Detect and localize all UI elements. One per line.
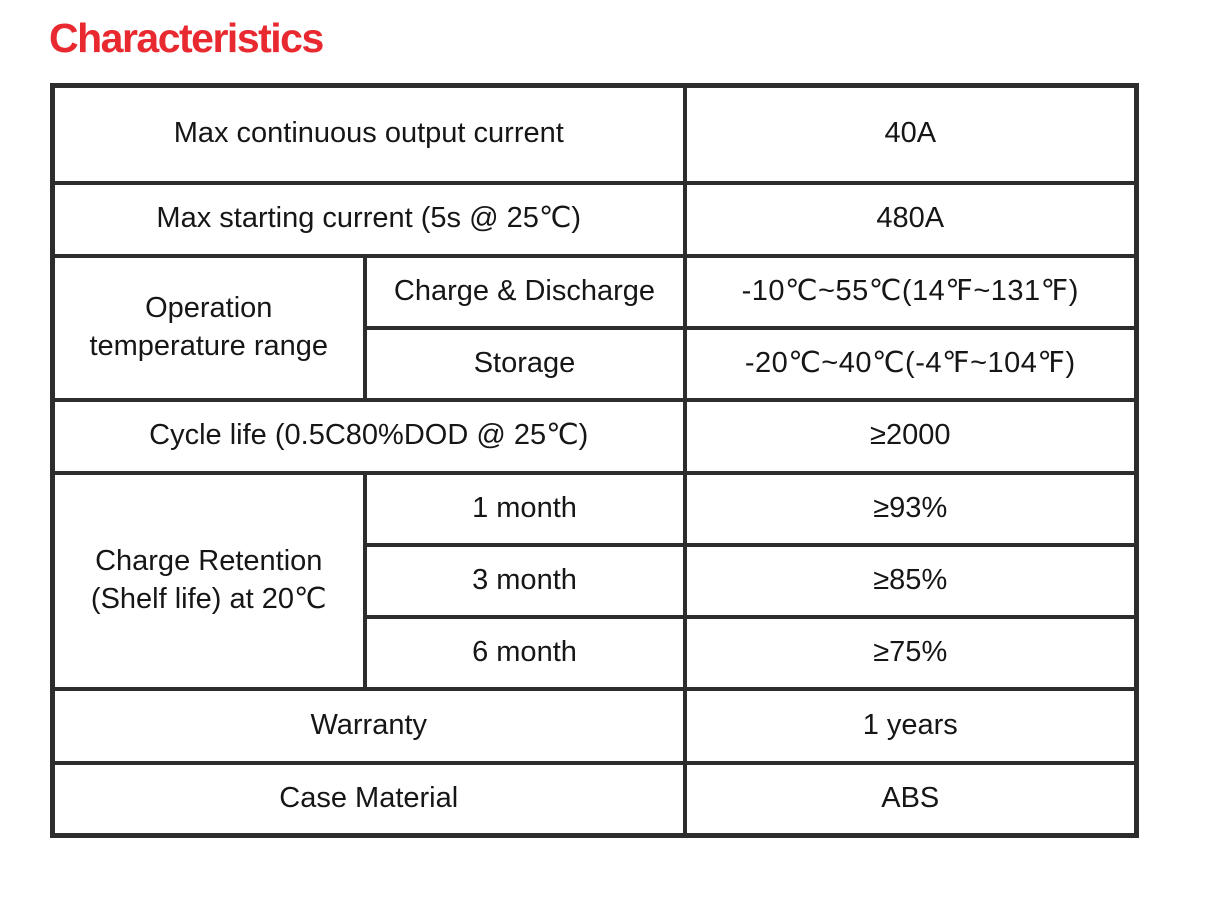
value-1-month: ≥93%: [682, 470, 1139, 547]
table-row: Operation temperature range Charge & Dis…: [50, 253, 1139, 402]
label-charge-retention: Charge Retention (Shelf life) at 20℃: [50, 470, 367, 691]
label-case-material: Case Material: [50, 760, 687, 838]
label-cycle-life: Cycle life (0.5C80%DOD @ 25℃): [50, 397, 687, 475]
value-6-month: ≥75%: [682, 614, 1139, 691]
value-3-month: ≥85%: [682, 542, 1139, 619]
value-storage-temp: -20℃~40℃(-4℉~104℉): [682, 325, 1139, 402]
label-warranty: Warranty: [50, 686, 687, 765]
table-row: Charge Retention (Shelf life) at 20℃ 1 m…: [50, 470, 1139, 691]
table-row: 3 month ≥85%: [53, 542, 1139, 619]
page-title: Characteristics: [49, 15, 324, 61]
table-row: 6 month ≥75%: [53, 614, 1139, 691]
label-operation-temperature-range: Operation temperature range: [50, 253, 367, 402]
value-charge-discharge-temp: -10℃~55℃(14℉~131℉): [682, 253, 1139, 330]
value-max-continuous-output-current: 40A: [682, 83, 1139, 185]
table-row: Warranty 1 years: [50, 686, 1139, 765]
label-max-continuous-output-current: Max continuous output current: [50, 83, 687, 185]
table-row: Case Material ABS: [50, 760, 1139, 838]
table-row: Max starting current (5s @ 25℃) 480A: [50, 180, 1139, 258]
label-max-starting-current: Max starting current (5s @ 25℃): [50, 180, 687, 258]
label-3-month: 3 month: [362, 542, 687, 619]
value-case-material: ABS: [682, 760, 1139, 838]
value-max-starting-current: 480A: [682, 180, 1139, 258]
value-warranty: 1 years: [682, 686, 1139, 765]
table-row: Max continuous output current 40A: [50, 83, 1139, 185]
label-1-month: 1 month: [362, 470, 687, 547]
table-row: Cycle life (0.5C80%DOD @ 25℃) ≥2000: [50, 397, 1139, 475]
label-charge-discharge: Charge & Discharge: [362, 253, 687, 330]
label-storage: Storage: [362, 325, 687, 402]
value-cycle-life: ≥2000: [682, 397, 1139, 475]
table-row: Storage -20℃~40℃(-4℉~104℉): [53, 325, 1139, 402]
label-6-month: 6 month: [362, 614, 687, 691]
characteristics-table: Max continuous output current 40A Max st…: [50, 83, 1139, 838]
